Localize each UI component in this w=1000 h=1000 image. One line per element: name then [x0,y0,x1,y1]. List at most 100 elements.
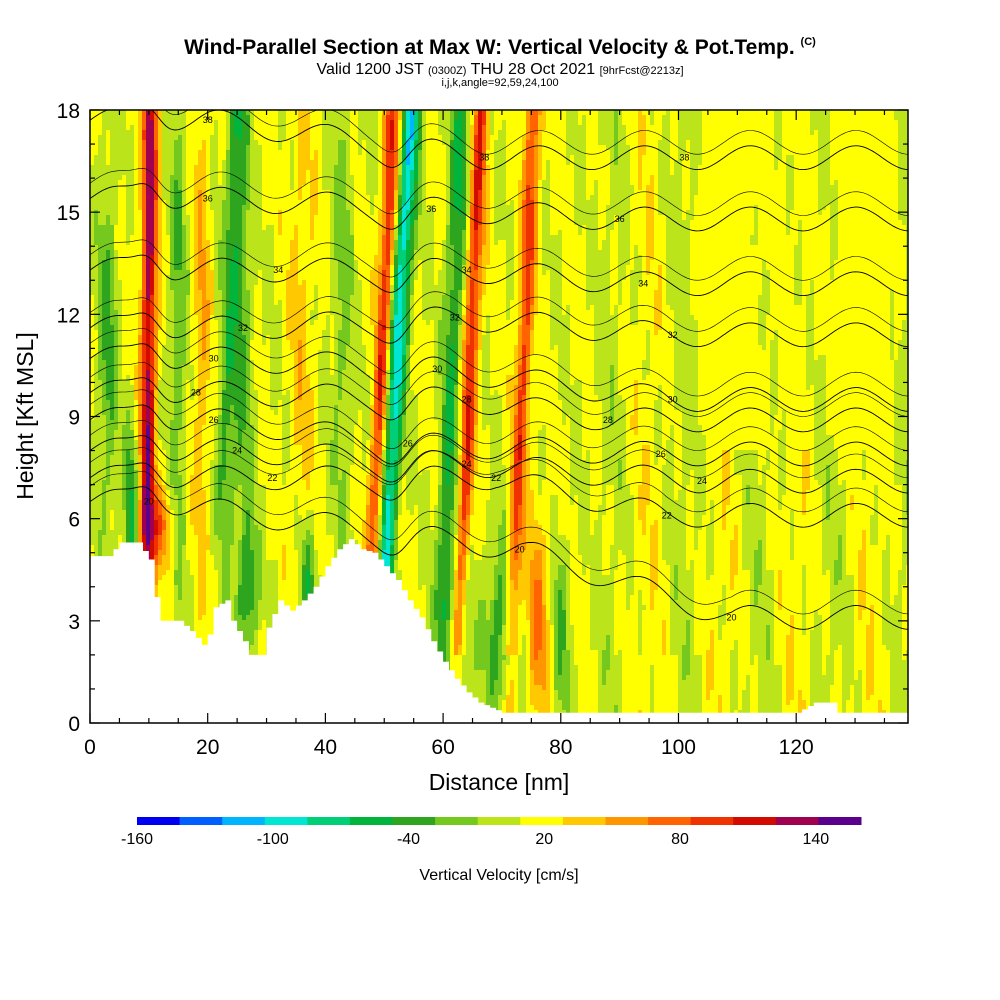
theta-contour-minor [90,419,908,479]
theta-label: 30 [668,395,678,405]
colorbar-tick-label: 80 [671,831,689,848]
theta-label: 22 [491,473,501,483]
valid-date: THU 28 Oct 2021 [471,61,596,78]
colorbar-segment [435,817,479,825]
y-tick-labels: 0 3 6 9 12 15 18 [57,100,80,736]
colorbar-segment [179,817,223,825]
theta-contour-24 [90,435,908,494]
colorbar-label: Vertical Velocity [cm/s] [419,867,578,884]
theta-label: 24 [232,446,242,456]
theta-contour-36 [90,183,908,232]
valid-prefix: Valid 1200 JST [316,61,423,78]
theta-contour-minor [90,239,908,281]
theta-contour-minor [90,362,908,417]
chart-title-text: Wind-Parallel Section at Max W: Vertical… [184,36,795,59]
theta-label: 34 [638,279,648,289]
colorbar-tick-label: -160 [121,831,153,848]
colorbar-segment [690,817,734,825]
chart-title: Wind-Parallel Section at Max W: Vertical… [0,36,1000,60]
theta-label: 28 [191,388,201,398]
theta-contour-26 [90,404,908,467]
x-tick-labels: 0 20 40 60 80 100 120 [84,736,814,759]
theta-label: 22 [662,510,672,520]
theta-label: 26 [656,449,666,459]
theta-label: 38 [479,153,489,163]
y-tick-label: 15 [57,202,80,225]
colorbar-segment [648,817,692,825]
theta-label: 30 [432,364,442,374]
theta-contour-32 [90,306,908,348]
x-tick-label: 60 [431,736,454,759]
theta-label: 34 [273,265,283,275]
theta-label: 24 [462,459,472,469]
colorbar-segment [775,817,819,825]
colorbar-segment [222,817,266,825]
colorbar-segment [733,817,777,825]
x-tick-label: 20 [196,736,219,759]
colorbar-tick-label: 20 [535,831,553,848]
theta-contour-minor [90,447,908,513]
x-axis-label: Distance [nm] [429,769,570,795]
valid-fcst: [9hrFcst@2213z] [600,65,684,77]
valid-utc: (0300Z) [428,65,467,77]
theta-label: 20 [515,544,525,554]
x-tick-label: 100 [661,736,696,759]
y-tick-label: 3 [68,611,80,634]
colorbar-segment [477,817,521,825]
theta-label: 28 [603,415,613,425]
theta-label: 38 [679,153,689,163]
theta-contour-28 [90,377,908,433]
theta-label: 30 [209,354,219,364]
y-tick-label: 6 [68,509,80,532]
theta-contour-minor [90,291,908,332]
colorbar-segment [818,817,862,825]
theta-label: 28 [462,395,472,405]
theta-label: 26 [403,439,413,449]
colorbar-segment [264,817,308,825]
x-tick-label: 120 [779,736,814,759]
theta-contour-minor [90,328,908,397]
colorbar-tick-label: -100 [257,831,289,848]
colorbar-segment [520,817,564,825]
chart-title-tag: (C) [801,36,816,48]
x-tick-label: 40 [314,736,337,759]
y-tick-label: 12 [57,304,80,327]
x-tick-label: 80 [549,736,572,759]
y-tick-label: 18 [57,100,80,123]
axis-ticks [89,109,908,724]
terrain-mask [90,539,908,723]
theta-label: 20 [144,497,154,507]
theta-contours [90,110,908,630]
theta-label: 20 [726,612,736,622]
theta-contour-34 [90,254,908,297]
colorbar-segment [137,817,181,825]
theta-label: 38 [203,115,213,125]
colorbar-segment [562,817,606,825]
theta-label: 36 [615,214,625,224]
colorbar-segment [392,817,436,825]
theta-label: 32 [668,330,678,340]
theta-contour-30 [90,343,908,412]
theta-label: 22 [267,473,277,483]
terrain-fill [90,539,908,723]
colorbar-tick-labels: -160 -100 -40 20 80 140 [121,831,829,848]
theta-contour-minor [164,110,908,155]
y-tick-label: 0 [68,713,80,736]
y-axis-label: Height [Kft MSL] [12,332,38,499]
theta-label: 36 [426,204,436,214]
colorbar [137,817,862,825]
theta-label: 26 [209,415,219,425]
x-tick-label: 0 [84,736,96,759]
colorbar-segment [605,817,649,825]
theta-label: 36 [203,194,213,204]
theta-label: 32 [450,313,460,323]
colorbar-tick-label: -40 [397,831,420,848]
y-tick-label: 9 [68,407,80,430]
theta-label: 24 [697,476,707,486]
theta-label: 34 [462,265,472,275]
theta-contour-minor [90,167,908,216]
valid-time: Valid 1200 JST (0300Z) THU 28 Oct 2021 [… [0,61,1000,79]
colorbar-segment [349,817,393,825]
theta-contour-minor [90,471,908,615]
